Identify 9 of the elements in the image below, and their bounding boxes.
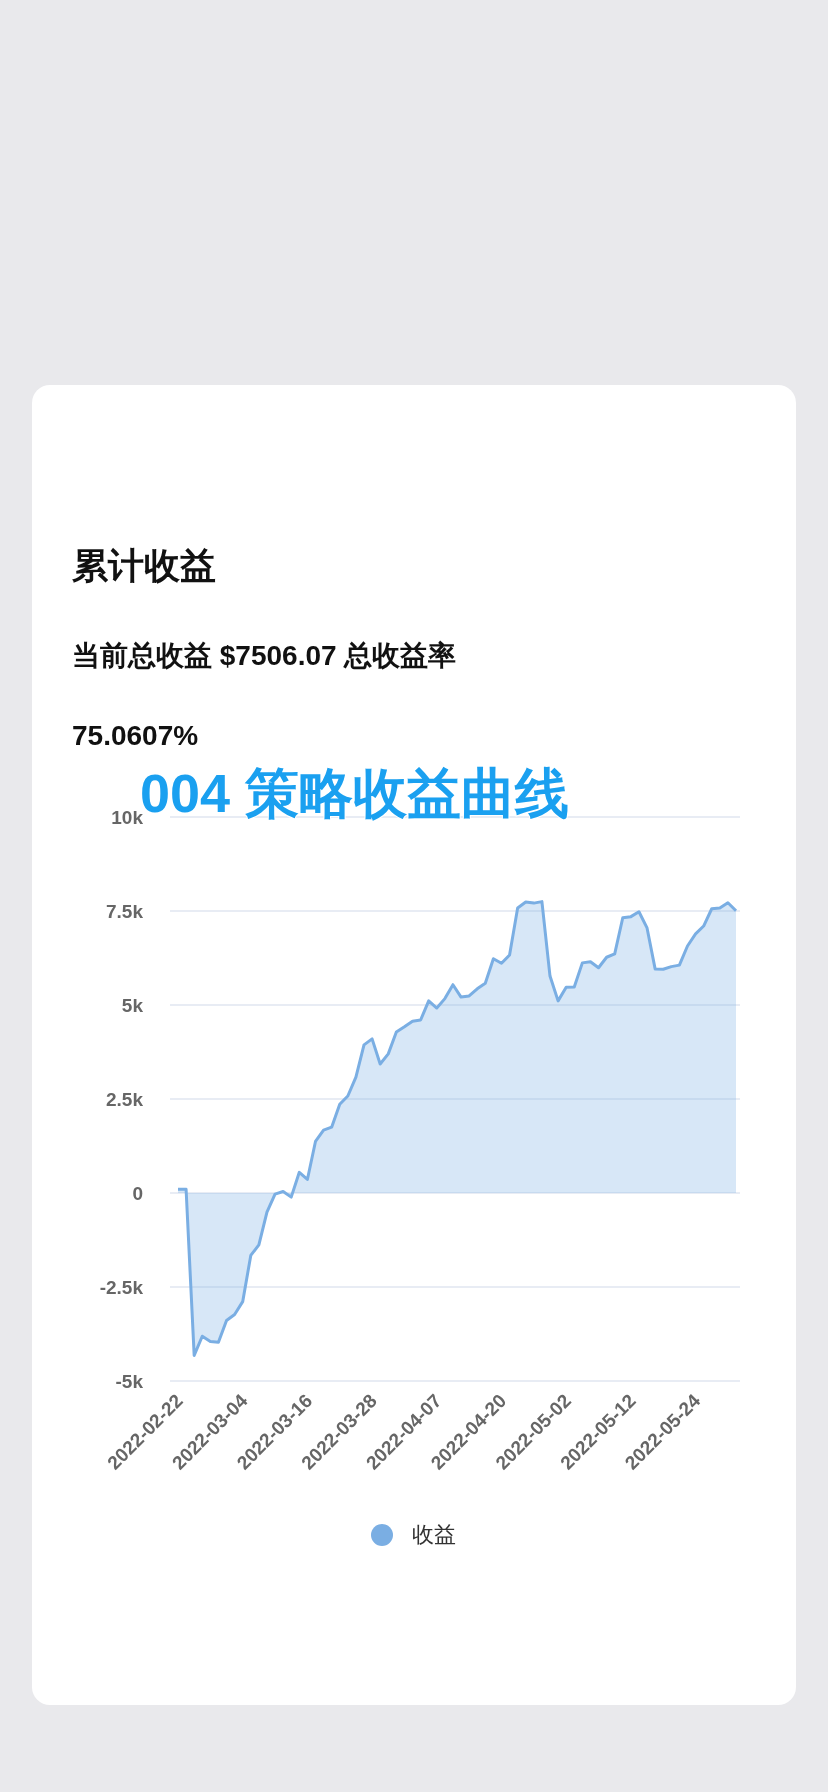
y-tick-label: -5k [115,1371,144,1392]
y-tick-label: 7.5k [106,901,144,922]
y-tick-label: 0 [132,1183,143,1204]
y-tick-label: 5k [121,995,144,1016]
y-tick-label: 2.5k [106,1089,144,1110]
y-tick-label: -2.5k [99,1277,144,1298]
legend-label: 收益 [412,1522,456,1547]
text: 当前总收益 $7506.07 总收益率 75.0607% [72,640,457,751]
chart-title: 累计收益 [72,545,216,586]
